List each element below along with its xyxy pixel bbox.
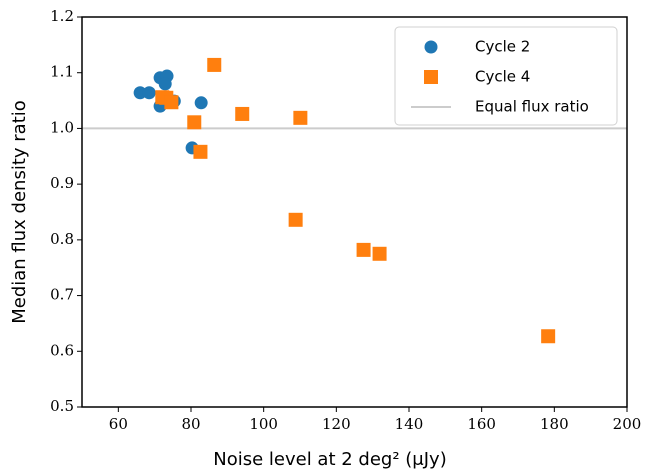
x-tick-label: 120 [322,415,351,433]
legend-label: Cycle 2 [475,38,530,56]
y-tick-label: 0.9 [50,174,74,192]
plot-frame [81,16,628,408]
x-tick-label: 180 [540,415,569,433]
x-tick-label: 140 [395,415,424,433]
point [372,246,387,261]
point [356,242,371,257]
y-tick-label: 0.8 [50,230,74,248]
x-tick-label: 200 [613,415,642,433]
y-tick-label: 0.5 [50,397,74,415]
point [541,329,556,344]
point [207,57,222,72]
point [193,144,208,159]
x-tick-label: 100 [249,415,278,433]
point [293,110,308,125]
legend-label: Cycle 4 [475,68,530,86]
point [288,212,303,227]
point [164,95,179,110]
x-tick-label: 80 [181,415,200,433]
y-axis-label: Median flux density ratio [9,100,30,324]
point [194,96,208,110]
legend-label: Equal flux ratio [475,98,589,116]
point [133,86,147,100]
y-tick-label: 1.0 [50,118,74,136]
y-tick-label: 0.7 [50,286,74,304]
legend-marker [424,40,438,54]
y-tick-label: 1.1 [50,63,74,81]
y-tick-label: 0.6 [50,341,74,359]
x-tick-label: 60 [109,415,128,433]
point [235,106,250,121]
legend-marker [424,70,438,84]
point [158,77,172,91]
y-tick-label: 1.2 [50,7,74,25]
x-axis-label: Noise level at 2 deg² (μJy) [213,449,446,470]
point [187,115,202,130]
legend-box [394,26,618,126]
x-tick-label: 160 [467,415,496,433]
point [142,86,156,100]
